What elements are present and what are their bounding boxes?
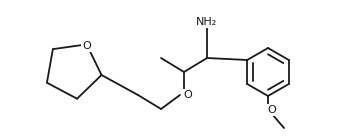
Text: O: O bbox=[82, 41, 91, 51]
Text: O: O bbox=[184, 90, 192, 100]
Text: NH₂: NH₂ bbox=[196, 17, 218, 27]
Text: O: O bbox=[268, 105, 276, 115]
